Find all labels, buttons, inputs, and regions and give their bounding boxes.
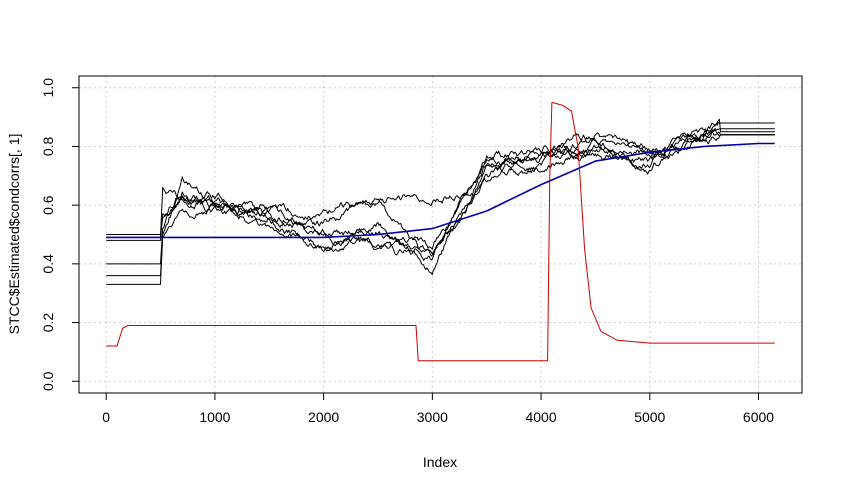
series-line [106, 130, 775, 277]
plot-frame [78, 75, 803, 394]
y-tick-label: 0.8 [40, 137, 56, 157]
series-line [106, 127, 775, 276]
y-tick-label: 1.0 [40, 78, 56, 98]
x-axis: 0 1000 2000 3000 4000 5000 6000 [102, 393, 774, 425]
y-tick-label: 0.0 [40, 371, 56, 391]
series-line [106, 101, 775, 362]
y-tick-label: 0.6 [40, 195, 56, 215]
series-line [106, 132, 775, 285]
y-axis-title: STCC$Estimated$condcorrs[, 1] [6, 134, 22, 335]
x-axis-title: Index [423, 454, 457, 470]
x-tick-label: 4000 [525, 409, 556, 425]
chart-grid [79, 76, 802, 393]
x-tick-label: 1000 [199, 409, 230, 425]
x-tick-label: 6000 [743, 409, 774, 425]
x-tick-label: 2000 [308, 409, 339, 425]
x-tick-label: 3000 [417, 409, 448, 425]
y-tick-label: 0.4 [40, 254, 56, 274]
y-tick-label: 0.2 [40, 313, 56, 333]
x-tick-label: 0 [102, 409, 110, 425]
series-line [106, 128, 775, 257]
chart-series [106, 101, 775, 362]
y-axis: 0.0 0.2 0.4 0.6 0.8 1.0 [40, 78, 79, 391]
series-line [106, 118, 775, 241]
x-tick-label: 5000 [634, 409, 665, 425]
series-line [106, 142, 775, 239]
